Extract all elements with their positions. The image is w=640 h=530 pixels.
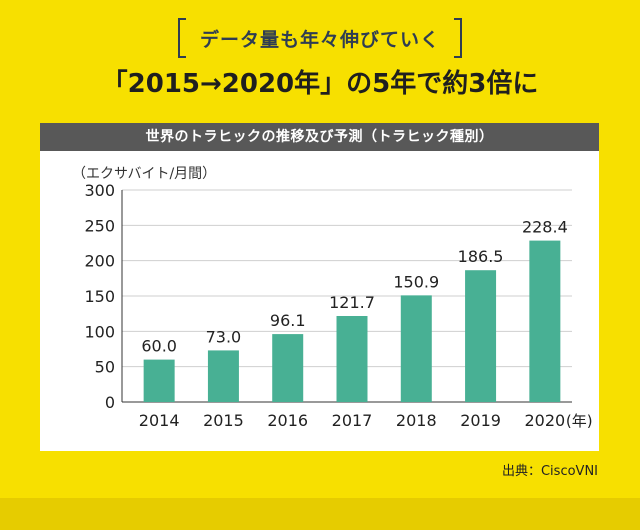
panel-title: 世界のトラヒックの推移及び予測（トラヒック種別） <box>40 123 599 151</box>
x-tick-label: 2019 <box>460 411 501 430</box>
bar <box>143 359 175 402</box>
tag-wrap: データ量も年々伸びていく <box>0 18 640 58</box>
y-tick-label: 100 <box>84 322 115 341</box>
data-label: 186.5 <box>458 247 504 266</box>
bar <box>529 240 561 402</box>
x-tick-label: 2014 <box>139 411 180 430</box>
data-label: 121.7 <box>329 293 375 312</box>
left-bracket <box>177 18 186 58</box>
data-label: 96.1 <box>270 311 306 330</box>
x-tick-label: 2018 <box>396 411 437 430</box>
bar <box>272 334 304 402</box>
right-bracket <box>454 18 462 58</box>
data-label: 60.0 <box>141 337 177 356</box>
y-tick-label: 250 <box>84 216 115 235</box>
y-tick-label: 200 <box>84 252 115 271</box>
bar <box>336 315 368 402</box>
bar <box>400 295 432 402</box>
y-tick-label: 300 <box>84 181 115 200</box>
headline: 「2015→2020年」の5年で約3倍に <box>101 69 539 99</box>
y-tick-label: 150 <box>84 287 115 306</box>
bar <box>465 270 497 402</box>
data-label: 150.9 <box>393 272 439 291</box>
data-label: 73.0 <box>206 327 242 346</box>
data-label: 228.4 <box>522 218 568 237</box>
bar <box>207 350 239 402</box>
tag-label: データ量も年々伸びていく <box>177 18 462 58</box>
source-credit: 出典：CiscoVNI <box>501 464 598 479</box>
chart-panel: 世界のトラヒックの推移及び予測（トラヒック種別） <box>40 123 599 451</box>
x-tick-label: 2015 <box>203 411 244 430</box>
x-tick-label: 2020 <box>524 411 565 430</box>
y-axis-unit-label: （エクサバイト/月間） <box>72 166 217 182</box>
y-tick-label: 0 <box>105 393 115 412</box>
x-tick-label: 2017 <box>332 411 373 430</box>
y-tick-label: 50 <box>95 358 115 377</box>
x-axis-unit-label: (年) <box>566 412 593 430</box>
x-tick-label: 2016 <box>267 411 308 430</box>
bottom-band <box>0 498 640 530</box>
tag-text: データ量も年々伸びていく <box>199 28 440 51</box>
